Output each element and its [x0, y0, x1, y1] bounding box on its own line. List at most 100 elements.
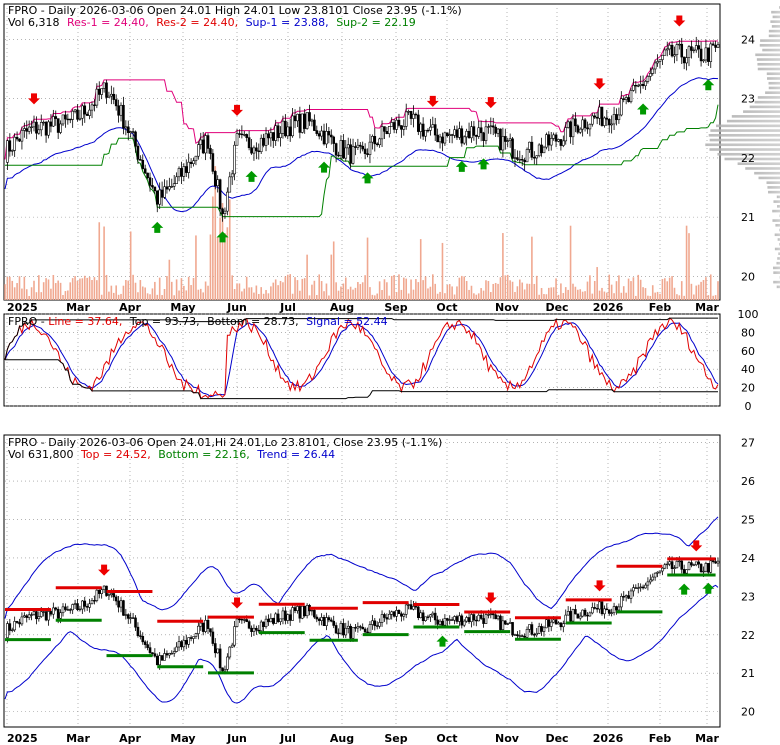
- candle-body: [143, 641, 147, 645]
- candle-body: [371, 620, 374, 625]
- candle-body: [187, 637, 190, 645]
- candle-body: [395, 119, 398, 130]
- volume-bar: [233, 289, 236, 300]
- volume-bar: [702, 280, 705, 300]
- trend-arrows: [98, 540, 715, 647]
- volume-bar: [144, 287, 146, 300]
- candle-body: [349, 144, 352, 164]
- candle-body: [293, 115, 297, 122]
- candle-body: [419, 612, 423, 618]
- candle-body: [479, 127, 483, 134]
- candle-body: [446, 132, 449, 136]
- candle-body: [117, 105, 120, 116]
- volume-bar: [28, 295, 30, 300]
- candle-body: [325, 131, 328, 145]
- volume-profile-bin: [777, 205, 780, 208]
- volume-bar: [202, 292, 204, 300]
- candle-body: [634, 85, 638, 87]
- volume-profile-bin: [717, 152, 780, 156]
- candle-body: [636, 587, 640, 589]
- volume-bar: [175, 279, 178, 300]
- candle-body: [327, 131, 331, 136]
- volume-bar: [688, 233, 690, 300]
- candle-body: [627, 595, 630, 599]
- candle-body: [501, 136, 505, 151]
- candle-body: [421, 612, 425, 621]
- candle-body: [491, 125, 495, 128]
- candle-body: [245, 134, 248, 138]
- candle-body: [59, 612, 62, 619]
- candle-body: [250, 627, 253, 632]
- volume-bar: [18, 276, 21, 300]
- volume-bar: [38, 275, 40, 300]
- volume-bar: [209, 234, 212, 300]
- candle-body: [622, 596, 626, 598]
- candle-body: [158, 655, 161, 666]
- volume-bar: [81, 278, 84, 300]
- candle-body: [426, 616, 430, 618]
- candle-body: [209, 148, 212, 154]
- candle-body: [313, 609, 316, 618]
- volume-bar: [705, 277, 707, 300]
- candle-body: [344, 147, 348, 159]
- candle-body: [136, 145, 140, 160]
- candle-body: [158, 189, 161, 205]
- volume-bar: [622, 286, 625, 300]
- volume-bar: [410, 279, 412, 300]
- candle-body: [78, 608, 82, 611]
- volume-profile-bin: [737, 162, 780, 166]
- candle-body: [153, 186, 157, 192]
- volume-profile-bin: [773, 271, 780, 274]
- candle-body: [37, 129, 41, 134]
- svg-text:Vol 631,800 Top = 24.52,: Vol 631,800 Top = 24.52, Bottom = 22.16,…: [8, 448, 335, 461]
- candle-body: [349, 625, 352, 639]
- volume-bar: [458, 277, 461, 300]
- volume-bar: [21, 288, 23, 300]
- candle-body: [472, 614, 476, 621]
- candle-body: [412, 113, 415, 119]
- candle-body: [284, 120, 287, 137]
- volume-bar: [262, 293, 265, 300]
- volume-bar: [137, 292, 139, 300]
- candle-body: [300, 113, 304, 133]
- candle-body: [694, 561, 698, 566]
- volume-bar: [282, 282, 284, 300]
- candle-body: [404, 111, 408, 127]
- month-label-13: Mar: [695, 732, 719, 745]
- candle-body: [216, 179, 219, 187]
- candle-body: [81, 600, 84, 610]
- candle-body: [368, 141, 372, 155]
- y-tick-24: 24: [741, 552, 755, 565]
- volume-bar: [509, 280, 511, 300]
- price-panel-frame: [3, 3, 721, 301]
- volume-bar: [255, 285, 258, 300]
- candle-body: [218, 648, 222, 669]
- volume-bar: [506, 274, 509, 300]
- volume-bar: [296, 280, 299, 300]
- volume-bar: [192, 277, 195, 300]
- volume-bar: [492, 283, 495, 300]
- volume-bar: [221, 203, 224, 300]
- candle-body: [583, 119, 587, 129]
- volume-bar: [608, 274, 611, 300]
- candle-body: [71, 110, 74, 120]
- volume-bar: [311, 284, 313, 300]
- candle-body: [233, 626, 236, 646]
- candle-body: [310, 119, 314, 122]
- oscillator-bottom-label: Bottom = 28.73,: [207, 315, 299, 328]
- volume-bar: [361, 282, 364, 300]
- candle-body: [508, 138, 512, 141]
- candle-body: [533, 157, 536, 159]
- candle-body: [42, 121, 45, 124]
- volume-profile-bin: [772, 209, 780, 213]
- candle-body: [242, 619, 246, 621]
- volume-bar: [352, 289, 354, 300]
- volume-bar: [69, 282, 72, 300]
- volume-bar: [103, 226, 105, 300]
- candle-body: [199, 622, 203, 627]
- candle-body: [629, 90, 633, 103]
- candle-body: [56, 118, 60, 133]
- y-tick-22: 22: [741, 629, 755, 642]
- candle-body: [562, 140, 565, 146]
- candle-body: [85, 606, 89, 608]
